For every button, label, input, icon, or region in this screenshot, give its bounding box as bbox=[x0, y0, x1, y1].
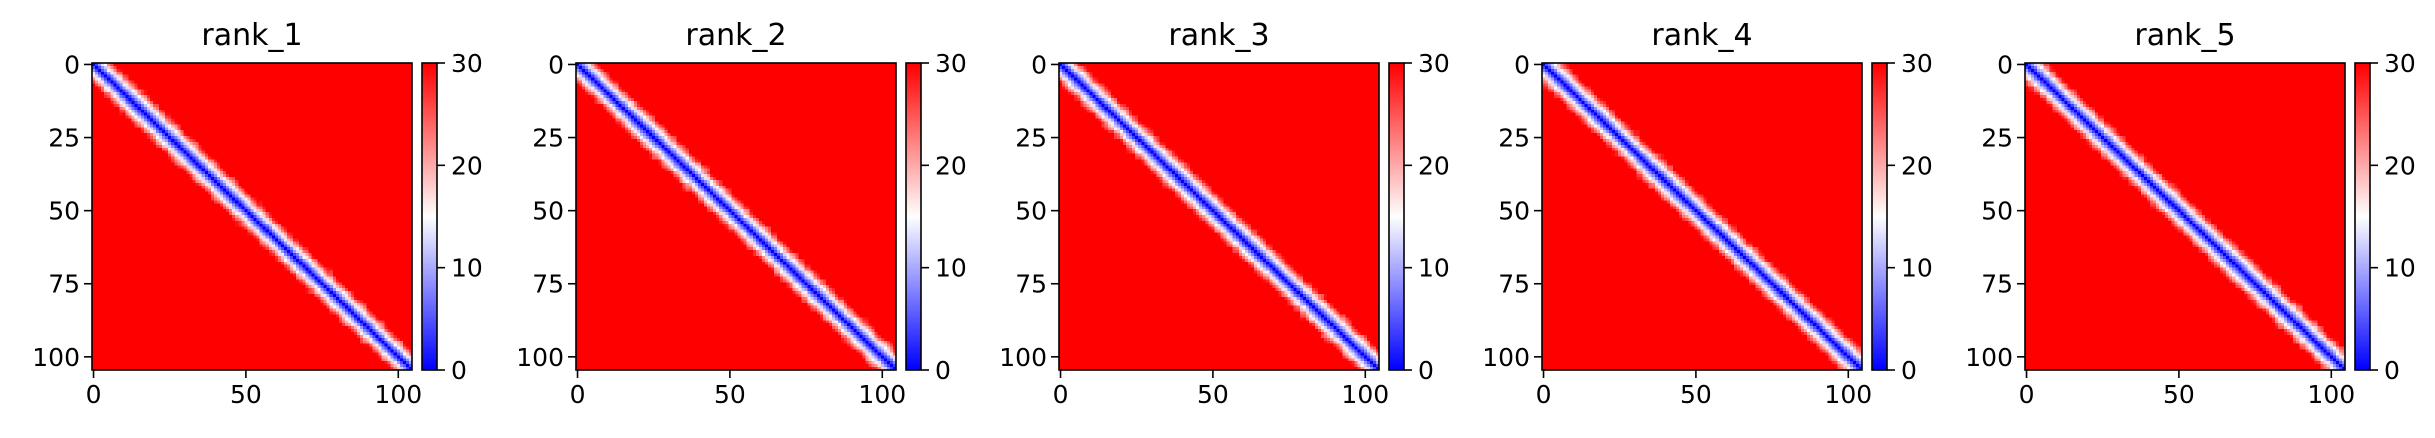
heatmap-image bbox=[1059, 63, 1379, 370]
colorbar-tick-label: 20 bbox=[1901, 151, 1933, 180]
y-tick-label: 100 bbox=[32, 343, 80, 372]
y-tick-label: 50 bbox=[1981, 197, 2013, 226]
colorbar-frame bbox=[1388, 62, 1405, 371]
heatmap-image bbox=[92, 63, 412, 370]
x-tick-label: 100 bbox=[2307, 380, 2355, 409]
colorbar-tick-label: 0 bbox=[451, 356, 467, 385]
heatmap-image bbox=[1542, 63, 1862, 370]
colorbar-tick-label: 10 bbox=[1901, 254, 1933, 283]
colorbar-tick-label: 0 bbox=[935, 356, 951, 385]
y-tick-label: 100 bbox=[516, 343, 564, 372]
x-tick-label: 50 bbox=[230, 380, 262, 409]
panel-title: rank_2 bbox=[685, 18, 786, 53]
colorbar-tick-label: 20 bbox=[1418, 151, 1450, 180]
panel-title: rank_1 bbox=[201, 18, 302, 53]
colorbar-tick-label: 20 bbox=[2384, 151, 2416, 180]
y-tick-label: 75 bbox=[1981, 270, 2013, 299]
axes-frame bbox=[2024, 62, 2346, 371]
colorbar-gradient bbox=[1872, 63, 1887, 370]
y-tick-label: 100 bbox=[999, 343, 1047, 372]
colorbar-tick-label: 30 bbox=[935, 49, 967, 78]
colorbar-tick-label: 10 bbox=[935, 254, 967, 283]
y-tick-label: 25 bbox=[1981, 124, 2013, 153]
panel-title: rank_5 bbox=[2134, 18, 2235, 53]
colorbar: 0 10 20 30 bbox=[905, 49, 967, 385]
panel-title: rank_4 bbox=[1651, 18, 1752, 53]
x-tick-label: 100 bbox=[374, 380, 422, 409]
y-tick-label: 75 bbox=[1498, 270, 1530, 299]
y-tick-label: 0 bbox=[1031, 50, 1047, 79]
colorbar-tick-label: 20 bbox=[451, 151, 483, 180]
y-tick-label: 100 bbox=[1482, 343, 1530, 372]
axes-frame bbox=[1058, 62, 1380, 371]
colorbar-gradient bbox=[1389, 63, 1404, 370]
x-tick-label: 50 bbox=[714, 380, 746, 409]
y-tick-label: 50 bbox=[1498, 197, 1530, 226]
y-tick-label: 0 bbox=[1997, 50, 2013, 79]
colorbar-tick-label: 0 bbox=[1901, 356, 1917, 385]
y-tick-label: 75 bbox=[532, 270, 564, 299]
x-tick-label: 50 bbox=[1680, 380, 1712, 409]
y-tick-label: 25 bbox=[48, 124, 80, 153]
x-tick-label: 50 bbox=[2163, 380, 2195, 409]
y-tick-label: 100 bbox=[1965, 343, 2013, 372]
colorbar-tick-label: 30 bbox=[1901, 49, 1933, 78]
colorbar: 0 10 20 30 bbox=[1388, 49, 1450, 385]
x-tick-label: 0 bbox=[570, 380, 586, 409]
x-tick-label: 50 bbox=[1197, 380, 1229, 409]
x-tick-label: 0 bbox=[1536, 380, 1552, 409]
colorbar-tick-label: 30 bbox=[2384, 49, 2416, 78]
colorbar: 0 10 20 30 bbox=[421, 49, 483, 385]
colorbar-tick-label: 10 bbox=[2384, 254, 2416, 283]
x-tick-label: 0 bbox=[1053, 380, 1069, 409]
colorbar-gradient bbox=[906, 63, 921, 370]
colorbar-tick-label: 30 bbox=[1418, 49, 1450, 78]
y-tick-label: 75 bbox=[48, 270, 80, 299]
y-tick-label: 0 bbox=[548, 50, 564, 79]
x-tick-label: 0 bbox=[2019, 380, 2035, 409]
y-tick-label: 50 bbox=[1015, 197, 1047, 226]
y-tick-label: 0 bbox=[1514, 50, 1530, 79]
heatmap-image bbox=[2025, 63, 2345, 370]
colorbar-frame bbox=[421, 62, 438, 371]
heatmap-image bbox=[576, 63, 896, 370]
y-tick-label: 25 bbox=[532, 124, 564, 153]
x-tick-label: 100 bbox=[1341, 380, 1389, 409]
panel-title: rank_3 bbox=[1168, 18, 1269, 53]
axes-frame bbox=[1541, 62, 1863, 371]
colorbar-frame bbox=[1871, 62, 1888, 371]
colorbar-tick-label: 0 bbox=[1418, 356, 1434, 385]
y-tick-label: 75 bbox=[1015, 270, 1047, 299]
x-tick-label: 100 bbox=[1824, 380, 1872, 409]
colorbar-tick-label: 10 bbox=[1418, 254, 1450, 283]
colorbar-tick-label: 0 bbox=[2384, 356, 2400, 385]
x-tick-label: 0 bbox=[86, 380, 102, 409]
colorbar-tick-label: 20 bbox=[935, 151, 967, 180]
colorbar-gradient bbox=[2355, 63, 2370, 370]
colorbar-tick-label: 30 bbox=[451, 49, 483, 78]
x-tick-label: 100 bbox=[858, 380, 906, 409]
y-tick-label: 25 bbox=[1498, 124, 1530, 153]
y-tick-label: 50 bbox=[48, 197, 80, 226]
axes-frame bbox=[575, 62, 897, 371]
colorbar: 0 10 20 30 bbox=[1871, 49, 1933, 385]
y-tick-label: 25 bbox=[1015, 124, 1047, 153]
colorbar-frame bbox=[2354, 62, 2371, 371]
y-tick-label: 50 bbox=[532, 197, 564, 226]
colorbar-frame bbox=[905, 62, 922, 371]
y-tick-label: 0 bbox=[64, 50, 80, 79]
colorbar-gradient bbox=[422, 63, 437, 370]
colorbar-tick-label: 10 bbox=[451, 254, 483, 283]
axes-frame bbox=[91, 62, 413, 371]
colorbar: 0 10 20 30 bbox=[2354, 49, 2416, 385]
